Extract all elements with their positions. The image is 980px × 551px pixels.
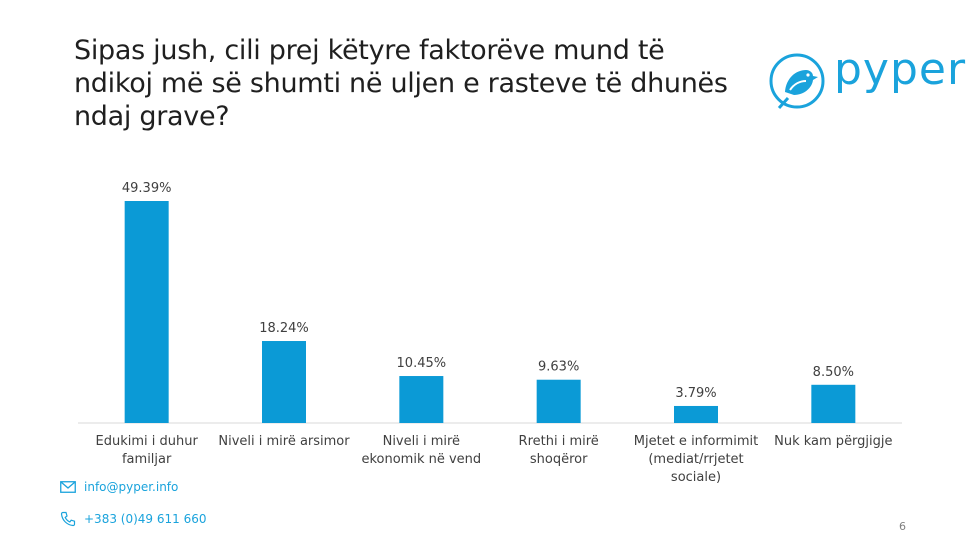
bar: [674, 405, 718, 423]
data-label: 49.39%: [122, 181, 172, 196]
footer-email-text: info@pyper.info: [84, 480, 179, 494]
data-label: 8.50%: [813, 365, 854, 380]
logo-wordmark: pyper: [834, 44, 967, 95]
bird-logo-icon: [769, 53, 825, 110]
phone-icon: [60, 511, 76, 527]
footer-phone[interactable]: +383 (0)49 611 660: [60, 511, 206, 527]
bar: [811, 384, 856, 423]
category-label: Mjetet e informimit (mediat/rrjetet social…: [634, 434, 758, 485]
footer-phone-text: +383 (0)49 611 660: [84, 512, 207, 526]
bar: [399, 376, 444, 423]
data-label: 3.79%: [675, 386, 716, 401]
category-label: Niveli i mirë arsimor: [218, 434, 350, 449]
category-label: Nuk kam përgjigje: [774, 434, 892, 449]
slide-title: Sipas jush, cili prej këtyre faktorëve m…: [74, 35, 728, 132]
data-label: 18.24%: [259, 321, 309, 336]
bar: [536, 379, 581, 423]
bar: [262, 341, 306, 423]
data-label: 9.63%: [538, 360, 579, 375]
pyper-logo: pyper: [766, 44, 965, 118]
category-label: Edukimi i duhur familjar: [96, 434, 199, 467]
category-label: Rrethi i mirë shoqëror: [519, 434, 599, 467]
page-number: 6: [899, 520, 906, 533]
category-label: Niveli i mirë ekonomik në vend: [361, 434, 481, 467]
mail-icon: [60, 481, 76, 493]
bar: [124, 201, 169, 423]
footer-email[interactable]: info@pyper.info: [60, 480, 178, 494]
data-label: 10.45%: [397, 356, 447, 371]
